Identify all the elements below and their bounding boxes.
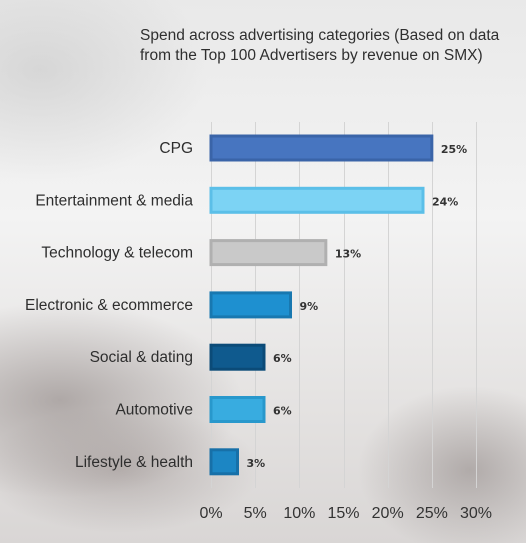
chart-title: Spend across advertising categories (Bas… [140, 27, 500, 64]
bar [209, 291, 292, 319]
value-label: 6% [273, 352, 292, 365]
category-label: CPG [159, 140, 193, 157]
x-tick-label: 10% [283, 505, 315, 522]
category-label: Social & dating [90, 349, 193, 366]
x-tick-label: 5% [244, 505, 267, 522]
value-label: 6% [273, 405, 292, 418]
bar [209, 448, 239, 476]
x-tick-label: 20% [372, 505, 404, 522]
value-label: 25% [441, 143, 467, 156]
value-label: 3% [247, 457, 266, 470]
bar [209, 396, 266, 423]
value-label: 24% [432, 195, 458, 208]
bar [209, 134, 434, 162]
category-label: Automotive [115, 402, 193, 419]
x-tick-label: 25% [416, 505, 448, 522]
category-label: Technology & telecom [41, 245, 193, 262]
category-label: Entertainment & media [35, 192, 193, 209]
bar [209, 186, 425, 214]
value-label: 13% [335, 248, 361, 261]
value-label: 9% [300, 300, 319, 313]
bar [209, 239, 328, 267]
x-tick-label: 15% [327, 505, 359, 522]
category-label: Lifestyle & health [75, 454, 193, 471]
category-label: Electronic & ecommerce [25, 297, 193, 314]
x-tick-label: 30% [460, 505, 492, 522]
bar [209, 343, 266, 371]
x-tick-label: 0% [199, 505, 222, 522]
